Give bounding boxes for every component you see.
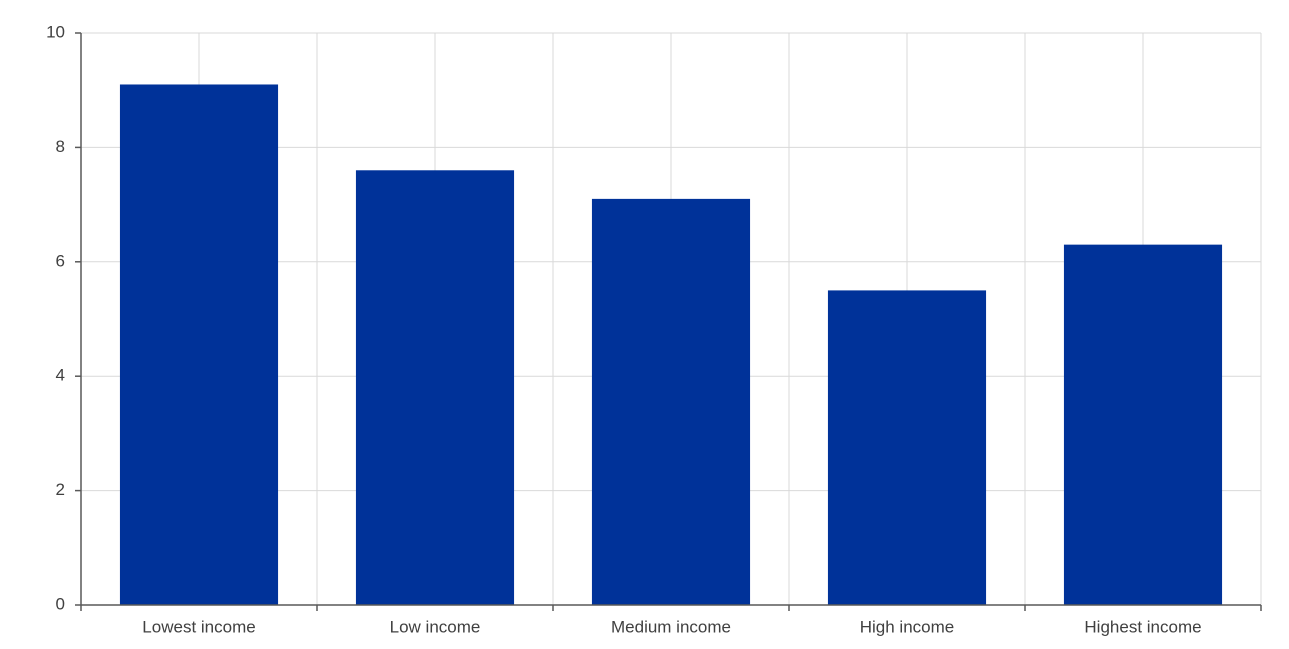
y-tick-label: 6: [56, 251, 65, 270]
y-tick-label: 0: [56, 594, 65, 613]
bar: [827, 290, 987, 605]
y-tick-label: 10: [46, 22, 65, 41]
x-tick-label: Lowest income: [142, 617, 255, 636]
y-tick-label: 4: [56, 366, 65, 385]
y-tick-label: 8: [56, 137, 65, 156]
bar: [1063, 244, 1223, 605]
x-tick-label: Low income: [390, 617, 481, 636]
bar: [591, 198, 751, 605]
y-tick-label: 2: [56, 480, 65, 499]
x-tick-label: Highest income: [1084, 617, 1201, 636]
bar: [119, 84, 279, 606]
x-tick-label: High income: [860, 617, 955, 636]
x-tick-label: Medium income: [611, 617, 731, 636]
bar: [355, 170, 515, 605]
